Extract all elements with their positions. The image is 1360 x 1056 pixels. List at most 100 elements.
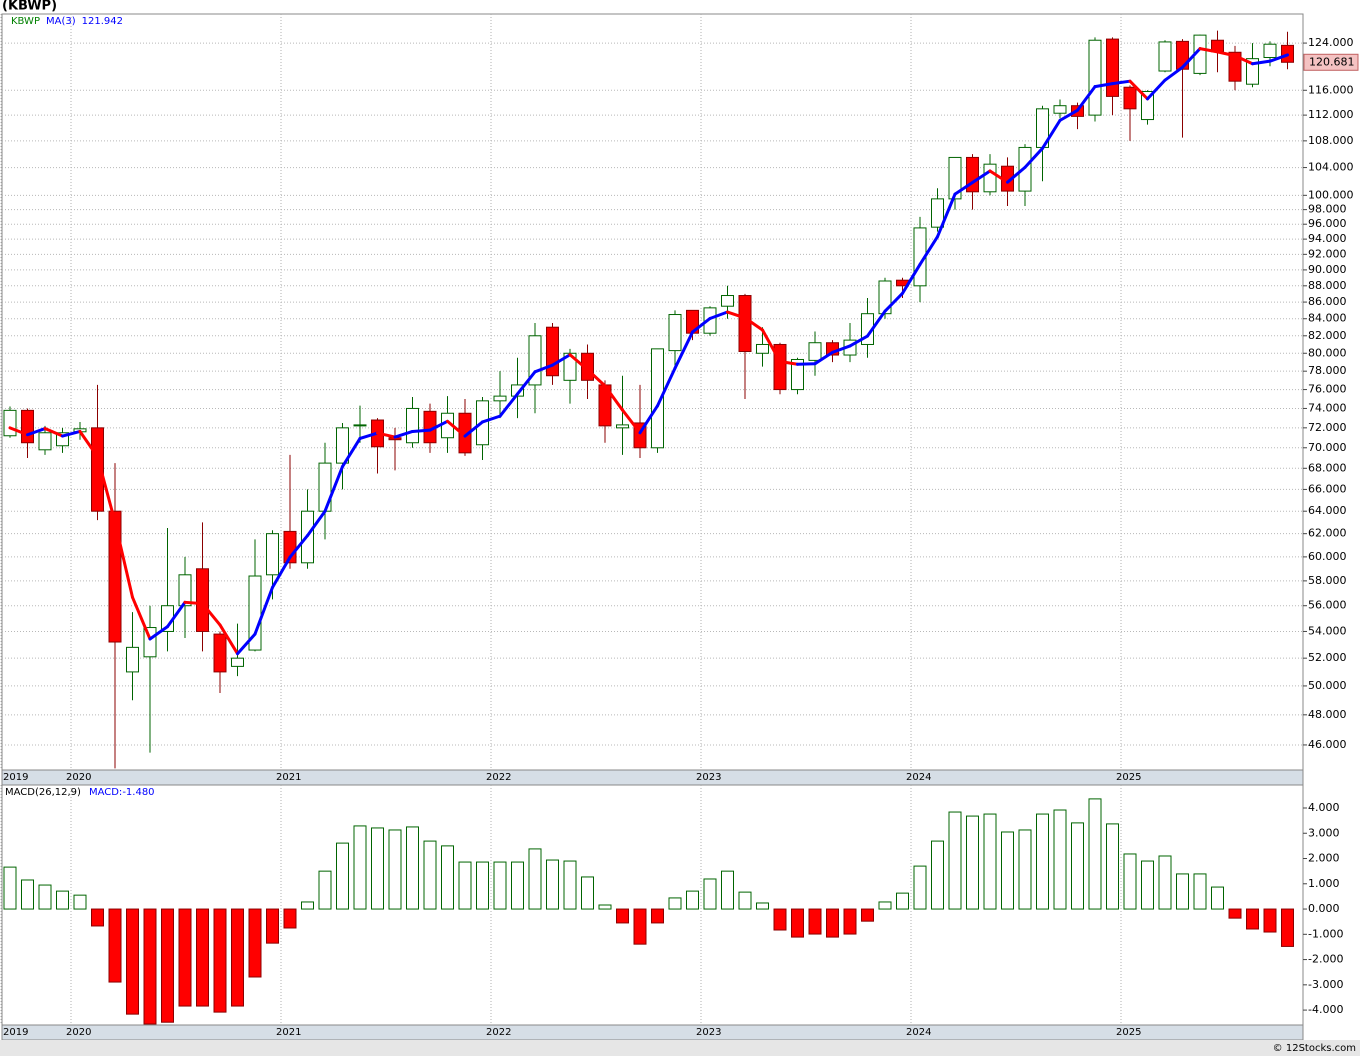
macd-bar <box>108 908 122 983</box>
macd-bar <box>756 902 769 910</box>
macd-bar <box>633 908 647 945</box>
macd-bar <box>1141 860 1154 910</box>
macd-bar <box>563 860 577 910</box>
ma-segment <box>201 602 222 627</box>
candle-body <box>1088 39 1102 116</box>
date-strip <box>1 1024 1304 1041</box>
macd-bar <box>371 827 384 910</box>
macd-bar <box>511 861 524 910</box>
macd-bar <box>1263 908 1277 933</box>
ma-segment <box>831 344 852 354</box>
x-tick-label: 2025 <box>1116 1027 1141 1038</box>
candle-body <box>1158 41 1172 72</box>
y-tick-label: 104.000 <box>1308 161 1354 174</box>
marks <box>3 30 1294 1025</box>
macd-bar <box>1228 908 1242 919</box>
candle-body <box>1263 43 1277 58</box>
macd-bar <box>1018 829 1032 910</box>
y-tick-label: -2.000 <box>1308 953 1343 966</box>
ma-segment <box>743 316 764 332</box>
candle-body <box>1176 40 1189 70</box>
ma-segment <box>1058 108 1079 122</box>
candle-body <box>213 633 227 673</box>
ma-segment <box>848 334 869 348</box>
ma-segment <box>813 350 834 366</box>
ma-segment <box>1251 59 1272 66</box>
ma-segment <box>1216 50 1237 58</box>
macd-bar <box>1193 873 1207 910</box>
y-tick-label: 112.000 <box>1308 108 1354 121</box>
y-tick-label: 1.000 <box>1308 877 1340 890</box>
ma-segment <box>1023 146 1044 169</box>
ma-segment <box>761 328 782 364</box>
ma-segment <box>691 316 712 334</box>
candle-body <box>703 307 717 334</box>
ma-segment <box>533 363 554 374</box>
ma-segment <box>446 419 467 438</box>
macd-bar <box>1053 809 1067 910</box>
ma-segment <box>1128 79 1149 101</box>
x-tick-label: 2021 <box>276 1027 301 1038</box>
ma-segment <box>43 427 64 438</box>
ma-segment <box>726 310 747 320</box>
ma-segment <box>288 534 309 559</box>
y-tick-label: 84.000 <box>1308 312 1347 325</box>
ma-segment <box>183 600 204 606</box>
macd-bar <box>458 861 472 910</box>
y-tick-label: 86.000 <box>1308 295 1347 308</box>
macd-bar <box>1001 831 1014 910</box>
ma-segment <box>131 595 152 641</box>
ma-segment <box>236 632 257 656</box>
candle-body <box>1106 38 1119 97</box>
ma-segment <box>673 330 694 370</box>
y-tick-label: 60.000 <box>1308 550 1347 563</box>
x-tick-label: 2022 <box>486 1027 511 1038</box>
y-tick-label: 82.000 <box>1308 329 1347 342</box>
candle-body <box>668 314 682 352</box>
ma-segment <box>603 384 624 412</box>
ma-segment <box>1181 47 1202 69</box>
ma-segment <box>1198 47 1219 54</box>
y-tick-label: 74.000 <box>1308 401 1347 414</box>
y-tick-label: 68.000 <box>1308 461 1347 474</box>
y-tick-label: 70.000 <box>1308 441 1347 454</box>
y-tick-label: 58.000 <box>1308 574 1347 587</box>
macd-bar <box>826 908 839 938</box>
macd-bar <box>178 908 192 1007</box>
y-tick-label: -1.000 <box>1308 927 1343 940</box>
macd-bar <box>598 904 612 910</box>
y-tick-label: 90.000 <box>1308 263 1347 276</box>
y-tick-label: 0.000 <box>1308 902 1340 915</box>
ma-segment <box>708 310 729 320</box>
ma-segment <box>568 353 589 372</box>
macd-bar <box>773 908 787 931</box>
candle-body <box>983 163 997 193</box>
readout-prefix: MACD: <box>89 787 122 798</box>
macd-bar <box>791 908 804 938</box>
macd-bar <box>651 908 664 924</box>
candle-body <box>21 409 34 444</box>
y-tick-label: -4.000 <box>1308 1003 1343 1016</box>
candle-body <box>1228 51 1242 82</box>
macd-bar <box>406 826 419 910</box>
labels: 2019 2019 2020 2020 2021 2021 2022 2022 2023 2023… <box>3 16 1359 1038</box>
ma-segment <box>586 368 607 388</box>
x-tick-label: 2024 <box>906 772 931 783</box>
ma-segment <box>498 392 519 418</box>
macd-bar <box>126 908 139 1015</box>
candle-body <box>493 395 507 402</box>
macd-bar <box>213 908 227 1013</box>
ma-segment <box>323 465 344 513</box>
macd-bar <box>913 865 927 910</box>
macd-bar <box>1106 823 1119 910</box>
y-tick-label: 88.000 <box>1308 279 1347 292</box>
candle-body <box>931 198 944 228</box>
ma-segment <box>1076 85 1097 112</box>
macd-bar <box>143 908 157 1025</box>
x-tick-label: 2019 <box>3 1027 28 1038</box>
price-tag <box>1303 53 1359 71</box>
candle-body <box>616 424 629 429</box>
ma-segment <box>918 235 939 266</box>
candle-body <box>948 156 962 200</box>
